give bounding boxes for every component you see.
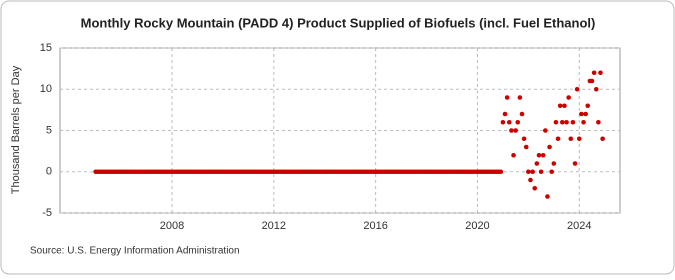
point xyxy=(555,136,561,142)
point xyxy=(511,152,516,158)
point xyxy=(549,169,555,175)
point xyxy=(523,144,529,150)
point xyxy=(545,194,550,199)
point xyxy=(547,144,552,150)
x-tick-label: 2020 xyxy=(465,220,489,232)
point xyxy=(579,111,584,117)
point xyxy=(504,95,510,100)
point xyxy=(574,86,580,92)
point xyxy=(585,103,591,109)
point xyxy=(562,103,567,109)
y-tick-label: -5 xyxy=(42,207,52,219)
point xyxy=(591,70,597,76)
point xyxy=(521,136,527,142)
point xyxy=(498,169,504,175)
point xyxy=(589,78,595,84)
source-note: Source: U.S. Energy Information Administ… xyxy=(30,246,240,257)
point xyxy=(517,95,523,100)
point xyxy=(532,185,538,191)
chart-title: Monthly Rocky Mountain (PADD 4) Product … xyxy=(81,15,596,30)
point xyxy=(568,136,574,142)
point xyxy=(515,119,521,125)
x-tick-label: 2024 xyxy=(567,220,591,232)
point xyxy=(557,103,563,109)
point xyxy=(566,95,571,100)
point xyxy=(570,119,576,125)
x-tick-label: 2012 xyxy=(262,220,286,232)
point xyxy=(536,152,542,158)
point xyxy=(540,152,546,158)
x-tick-label: 2016 xyxy=(363,220,387,232)
y-tick-label: 0 xyxy=(46,166,52,178)
point xyxy=(530,169,535,175)
point xyxy=(500,119,506,125)
point xyxy=(598,70,603,76)
point xyxy=(559,119,565,125)
point xyxy=(509,128,514,133)
point xyxy=(543,128,548,133)
point xyxy=(502,111,508,117)
point xyxy=(576,136,582,142)
point xyxy=(593,86,599,92)
point xyxy=(572,161,578,166)
x-tick-label: 2008 xyxy=(160,220,184,232)
point xyxy=(538,169,544,175)
y-tick-label: 15 xyxy=(40,42,52,54)
point xyxy=(600,136,605,142)
point xyxy=(528,177,533,183)
y-tick-label: 10 xyxy=(40,83,52,95)
point xyxy=(564,119,569,125)
point xyxy=(513,128,518,133)
point xyxy=(534,161,540,166)
point xyxy=(519,111,525,117)
point xyxy=(506,119,512,125)
point xyxy=(583,111,588,117)
point xyxy=(553,119,559,125)
point xyxy=(596,119,601,125)
y-tick-label: 5 xyxy=(46,124,52,136)
y-axis-label: Thousand Barrels per Day xyxy=(10,65,22,194)
point xyxy=(551,161,557,166)
point xyxy=(526,169,531,175)
point xyxy=(581,119,586,125)
